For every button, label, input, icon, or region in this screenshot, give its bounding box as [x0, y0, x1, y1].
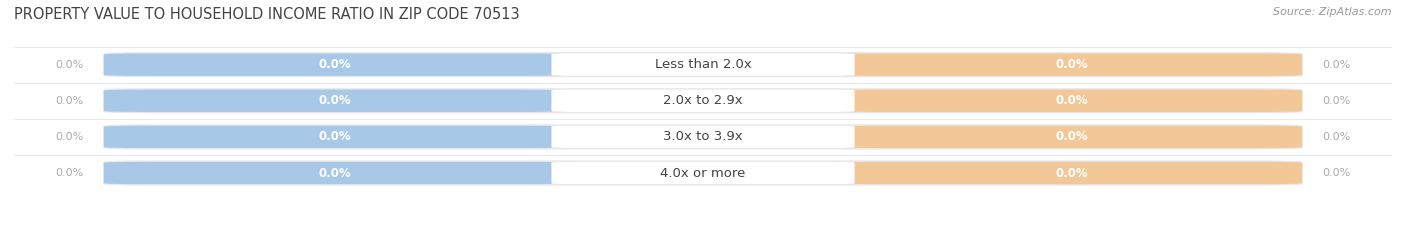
FancyBboxPatch shape: [841, 162, 1302, 184]
FancyBboxPatch shape: [104, 88, 1302, 113]
FancyBboxPatch shape: [841, 53, 1302, 76]
FancyBboxPatch shape: [104, 160, 1302, 186]
Text: 0.0%: 0.0%: [318, 58, 350, 71]
Text: 0.0%: 0.0%: [1056, 130, 1088, 143]
Text: Less than 2.0x: Less than 2.0x: [655, 58, 751, 71]
FancyBboxPatch shape: [551, 126, 855, 148]
Text: 0.0%: 0.0%: [55, 168, 83, 178]
FancyBboxPatch shape: [551, 53, 855, 76]
Text: 4.0x or more: 4.0x or more: [661, 167, 745, 179]
FancyBboxPatch shape: [841, 126, 1302, 148]
Text: 3.0x to 3.9x: 3.0x to 3.9x: [664, 130, 742, 143]
Text: 0.0%: 0.0%: [1323, 96, 1351, 106]
FancyBboxPatch shape: [104, 53, 565, 76]
Text: 2.0x to 2.9x: 2.0x to 2.9x: [664, 94, 742, 107]
Text: Source: ZipAtlas.com: Source: ZipAtlas.com: [1274, 7, 1392, 17]
FancyBboxPatch shape: [104, 124, 1302, 150]
Text: 0.0%: 0.0%: [55, 96, 83, 106]
Text: 0.0%: 0.0%: [55, 132, 83, 142]
FancyBboxPatch shape: [841, 89, 1302, 112]
FancyBboxPatch shape: [551, 162, 855, 184]
FancyBboxPatch shape: [104, 126, 565, 148]
FancyBboxPatch shape: [551, 89, 855, 112]
Text: 0.0%: 0.0%: [318, 130, 350, 143]
Text: 0.0%: 0.0%: [55, 60, 83, 70]
Text: 0.0%: 0.0%: [1056, 58, 1088, 71]
Text: 0.0%: 0.0%: [1056, 94, 1088, 107]
FancyBboxPatch shape: [104, 89, 565, 112]
Text: PROPERTY VALUE TO HOUSEHOLD INCOME RATIO IN ZIP CODE 70513: PROPERTY VALUE TO HOUSEHOLD INCOME RATIO…: [14, 7, 520, 22]
Text: 0.0%: 0.0%: [1323, 168, 1351, 178]
Text: 0.0%: 0.0%: [1323, 60, 1351, 70]
FancyBboxPatch shape: [104, 162, 565, 184]
Text: 0.0%: 0.0%: [318, 167, 350, 179]
Text: 0.0%: 0.0%: [318, 94, 350, 107]
Text: 0.0%: 0.0%: [1056, 167, 1088, 179]
FancyBboxPatch shape: [104, 52, 1302, 77]
Text: 0.0%: 0.0%: [1323, 132, 1351, 142]
